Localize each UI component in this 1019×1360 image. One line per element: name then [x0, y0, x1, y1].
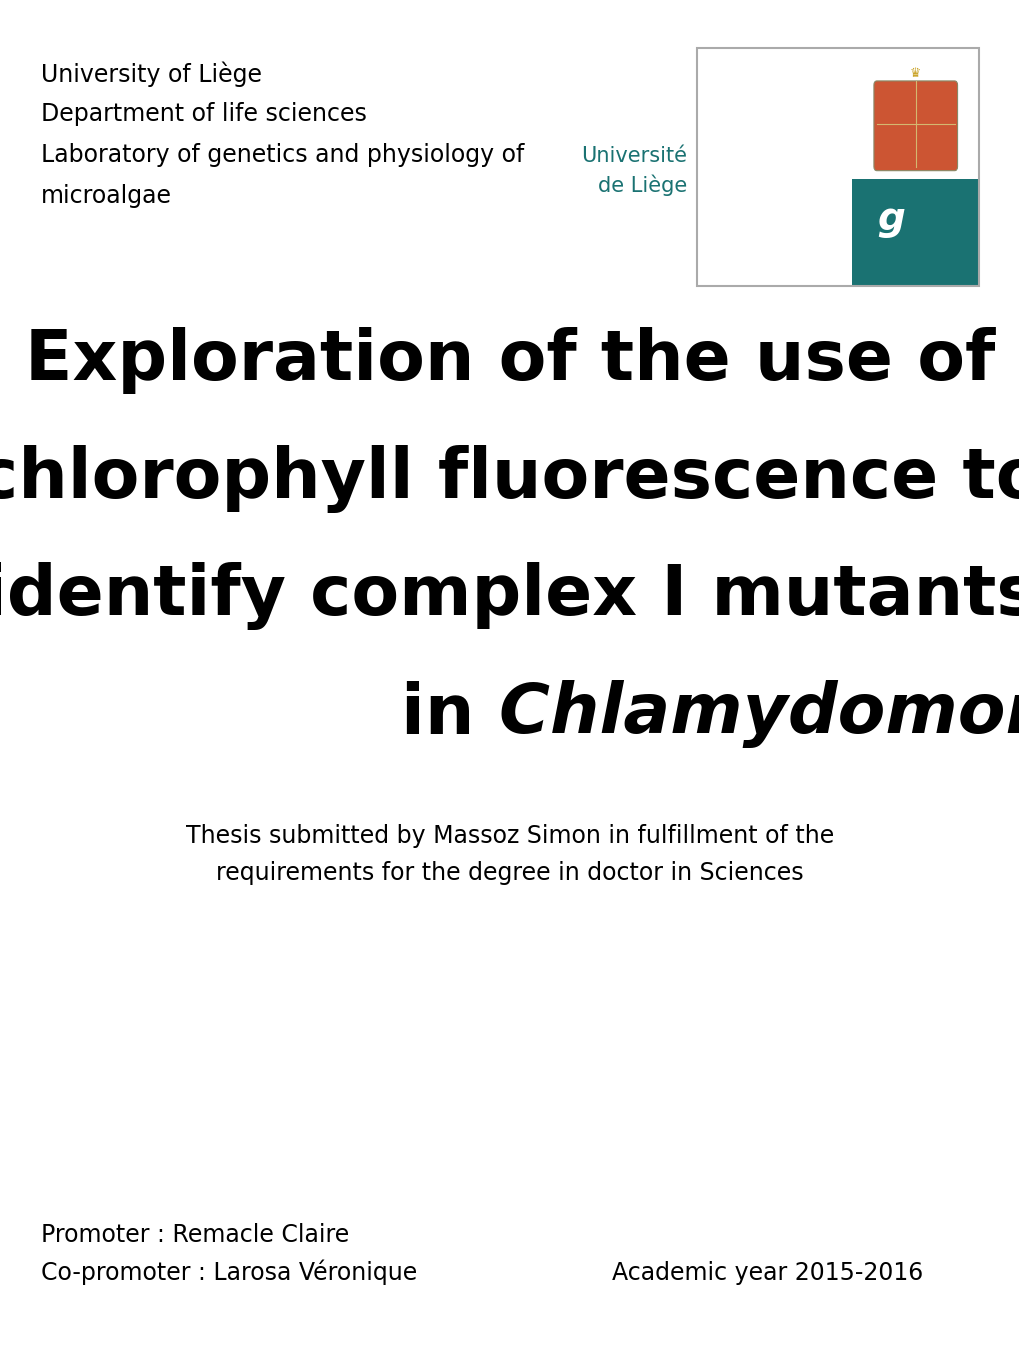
Bar [697, 48, 978, 286]
Text: chlorophyll fluorescence to: chlorophyll fluorescence to [0, 445, 1019, 513]
Text: ul: ul [857, 200, 898, 238]
FancyBboxPatch shape [873, 82, 957, 171]
Text: Chlamydomonas reinhardtii: Chlamydomonas reinhardtii [498, 680, 1019, 748]
Text: Thesis submitted by Massoz Simon in fulfillment of the: Thesis submitted by Massoz Simon in fulf… [185, 824, 834, 849]
Text: Department of life sciences: Department of life sciences [41, 102, 366, 126]
Text: Université
de Liège: Université de Liège [581, 147, 687, 196]
Text: Laboratory of genetics and physiology of: Laboratory of genetics and physiology of [41, 143, 524, 167]
Text: g: g [876, 200, 905, 238]
Bar [852, 48, 978, 178]
Text: Promoter : Remacle Claire: Promoter : Remacle Claire [41, 1223, 348, 1247]
Text: Co-promoter : Larosa Véronique: Co-promoter : Larosa Véronique [41, 1259, 417, 1285]
Bar [852, 48, 978, 286]
Text: Academic year 2015-2016: Academic year 2015-2016 [611, 1261, 922, 1285]
Text: requirements for the degree in doctor in Sciences: requirements for the degree in doctor in… [216, 861, 803, 885]
Text: ♛: ♛ [909, 67, 920, 80]
Text: Exploration of the use of: Exploration of the use of [24, 326, 995, 394]
Text: identify complex I mutants: identify complex I mutants [0, 562, 1019, 630]
Text: University of Liège: University of Liège [41, 61, 262, 87]
Text: in: in [400, 680, 498, 748]
Text: microalgae: microalgae [41, 184, 171, 208]
